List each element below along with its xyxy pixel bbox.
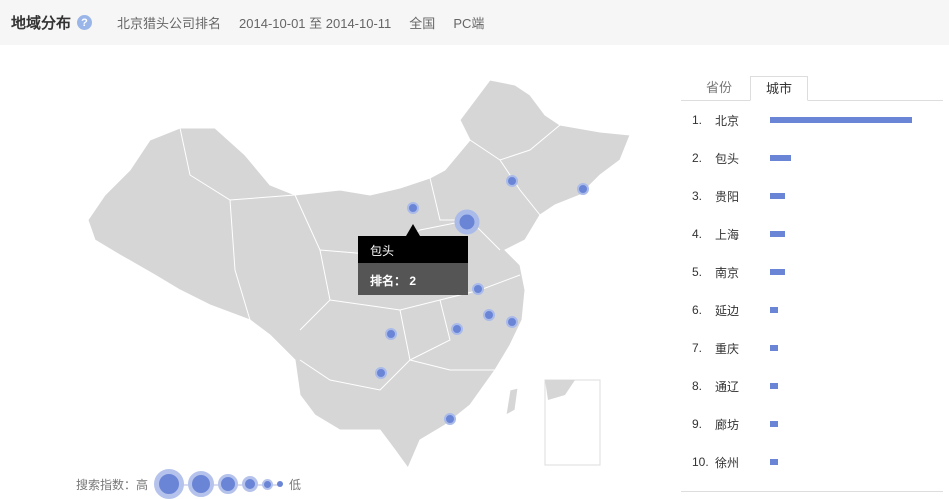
rank-bar [770,307,778,313]
ranking-row: 8. 通辽 [681,367,943,405]
city-bubble[interactable] [407,202,419,214]
ranking-row: 2. 包头 [681,139,943,177]
city-bubble[interactable] [506,316,518,328]
rank-bar [770,269,785,275]
ranking-panel: 省份 城市 1. 北京 2. 包头 3. 贵阳 4. 上海 5. 南京 6. 延边 7. 重庆 8. 通辽 9.… [681,76,943,481]
city-name: 重庆 [715,341,740,356]
city-name: 贵阳 [715,189,740,204]
city-bubble[interactable] [385,328,397,340]
rank-number: 9. [692,417,703,431]
city-name: 包头 [715,151,740,166]
keyword: 北京猎头公司排名 [117,16,222,31]
rank-bar [770,345,778,351]
rank-bar [770,193,785,199]
city-bubble[interactable] [444,413,456,425]
city-bubble[interactable] [472,283,484,295]
rank-bar [770,383,778,389]
ranking-row: 6. 延边 [681,291,943,329]
section-title: 地域分布 [11,15,72,32]
city-name: 延边 [715,303,740,318]
city-bubble[interactable] [451,323,463,335]
ranking-row: 4. 上海 [681,215,943,253]
city-bubble[interactable] [483,309,495,321]
china-map [87,79,631,470]
legend-dot [242,476,259,492]
legend-dot [218,474,239,494]
ranking-row: 3. 贵阳 [681,177,943,215]
rank-bar [770,117,912,123]
rank-number: 8. [692,379,703,393]
region: 全国 [409,16,436,31]
tooltip-rank: 排名： 2 [358,263,468,295]
rank-bar [770,459,778,465]
legend-high-label: 搜索指数：高 [76,477,149,492]
rank-number: 3. [692,189,703,203]
map-tooltip: 包头 排名： 2 [358,224,468,295]
ranking-row: 9. 廊坊 [681,405,943,443]
ranking-row: 10. 徐州 [681,443,943,481]
legend-dot [277,481,284,487]
city-name: 廊坊 [715,417,740,432]
legend-low-label: 低 [289,477,302,492]
city-bubble[interactable] [454,209,480,235]
city-bubble[interactable] [577,183,589,195]
legend-dot [188,471,215,497]
platform: PC端 [453,16,485,31]
rank-number: 2. [692,151,703,165]
divider [681,491,943,492]
header: 地域分布 ? 北京猎头公司排名 2014-10-01 至 2014-10-11 … [0,0,949,45]
legend-dot [262,478,274,490]
taiwan [505,387,519,416]
ranking-row: 7. 重庆 [681,329,943,367]
tooltip-arrow [406,224,420,236]
city-name: 上海 [715,227,740,242]
tab-city[interactable]: 城市 [750,76,808,101]
city-bubble[interactable] [375,367,387,379]
city-name: 南京 [715,265,740,280]
rank-number: 5. [692,265,703,279]
rank-bar [770,421,778,427]
date-range: 2014-10-01 至 2014-10-11 [239,16,392,31]
tooltip-city: 包头 [358,236,468,263]
rank-number: 4. [692,227,703,241]
question-icon[interactable]: ? [77,15,93,30]
rank-number: 7. [692,341,703,355]
city-name: 北京 [715,113,740,128]
rank-number: 1. [692,113,703,127]
city-bubble[interactable] [506,175,518,187]
tab-province[interactable]: 省份 [705,80,732,95]
rank-bar [770,155,792,161]
tab-bar: 省份 城市 [681,76,943,101]
ranking-row: 1. 北京 [681,101,943,139]
rank-bar [770,231,785,237]
rank-number: 6. [692,303,703,317]
ranking-row: 5. 南京 [681,253,943,291]
rank-number: 10. [692,455,709,469]
city-name: 徐州 [715,455,740,470]
city-name: 通辽 [715,379,740,394]
